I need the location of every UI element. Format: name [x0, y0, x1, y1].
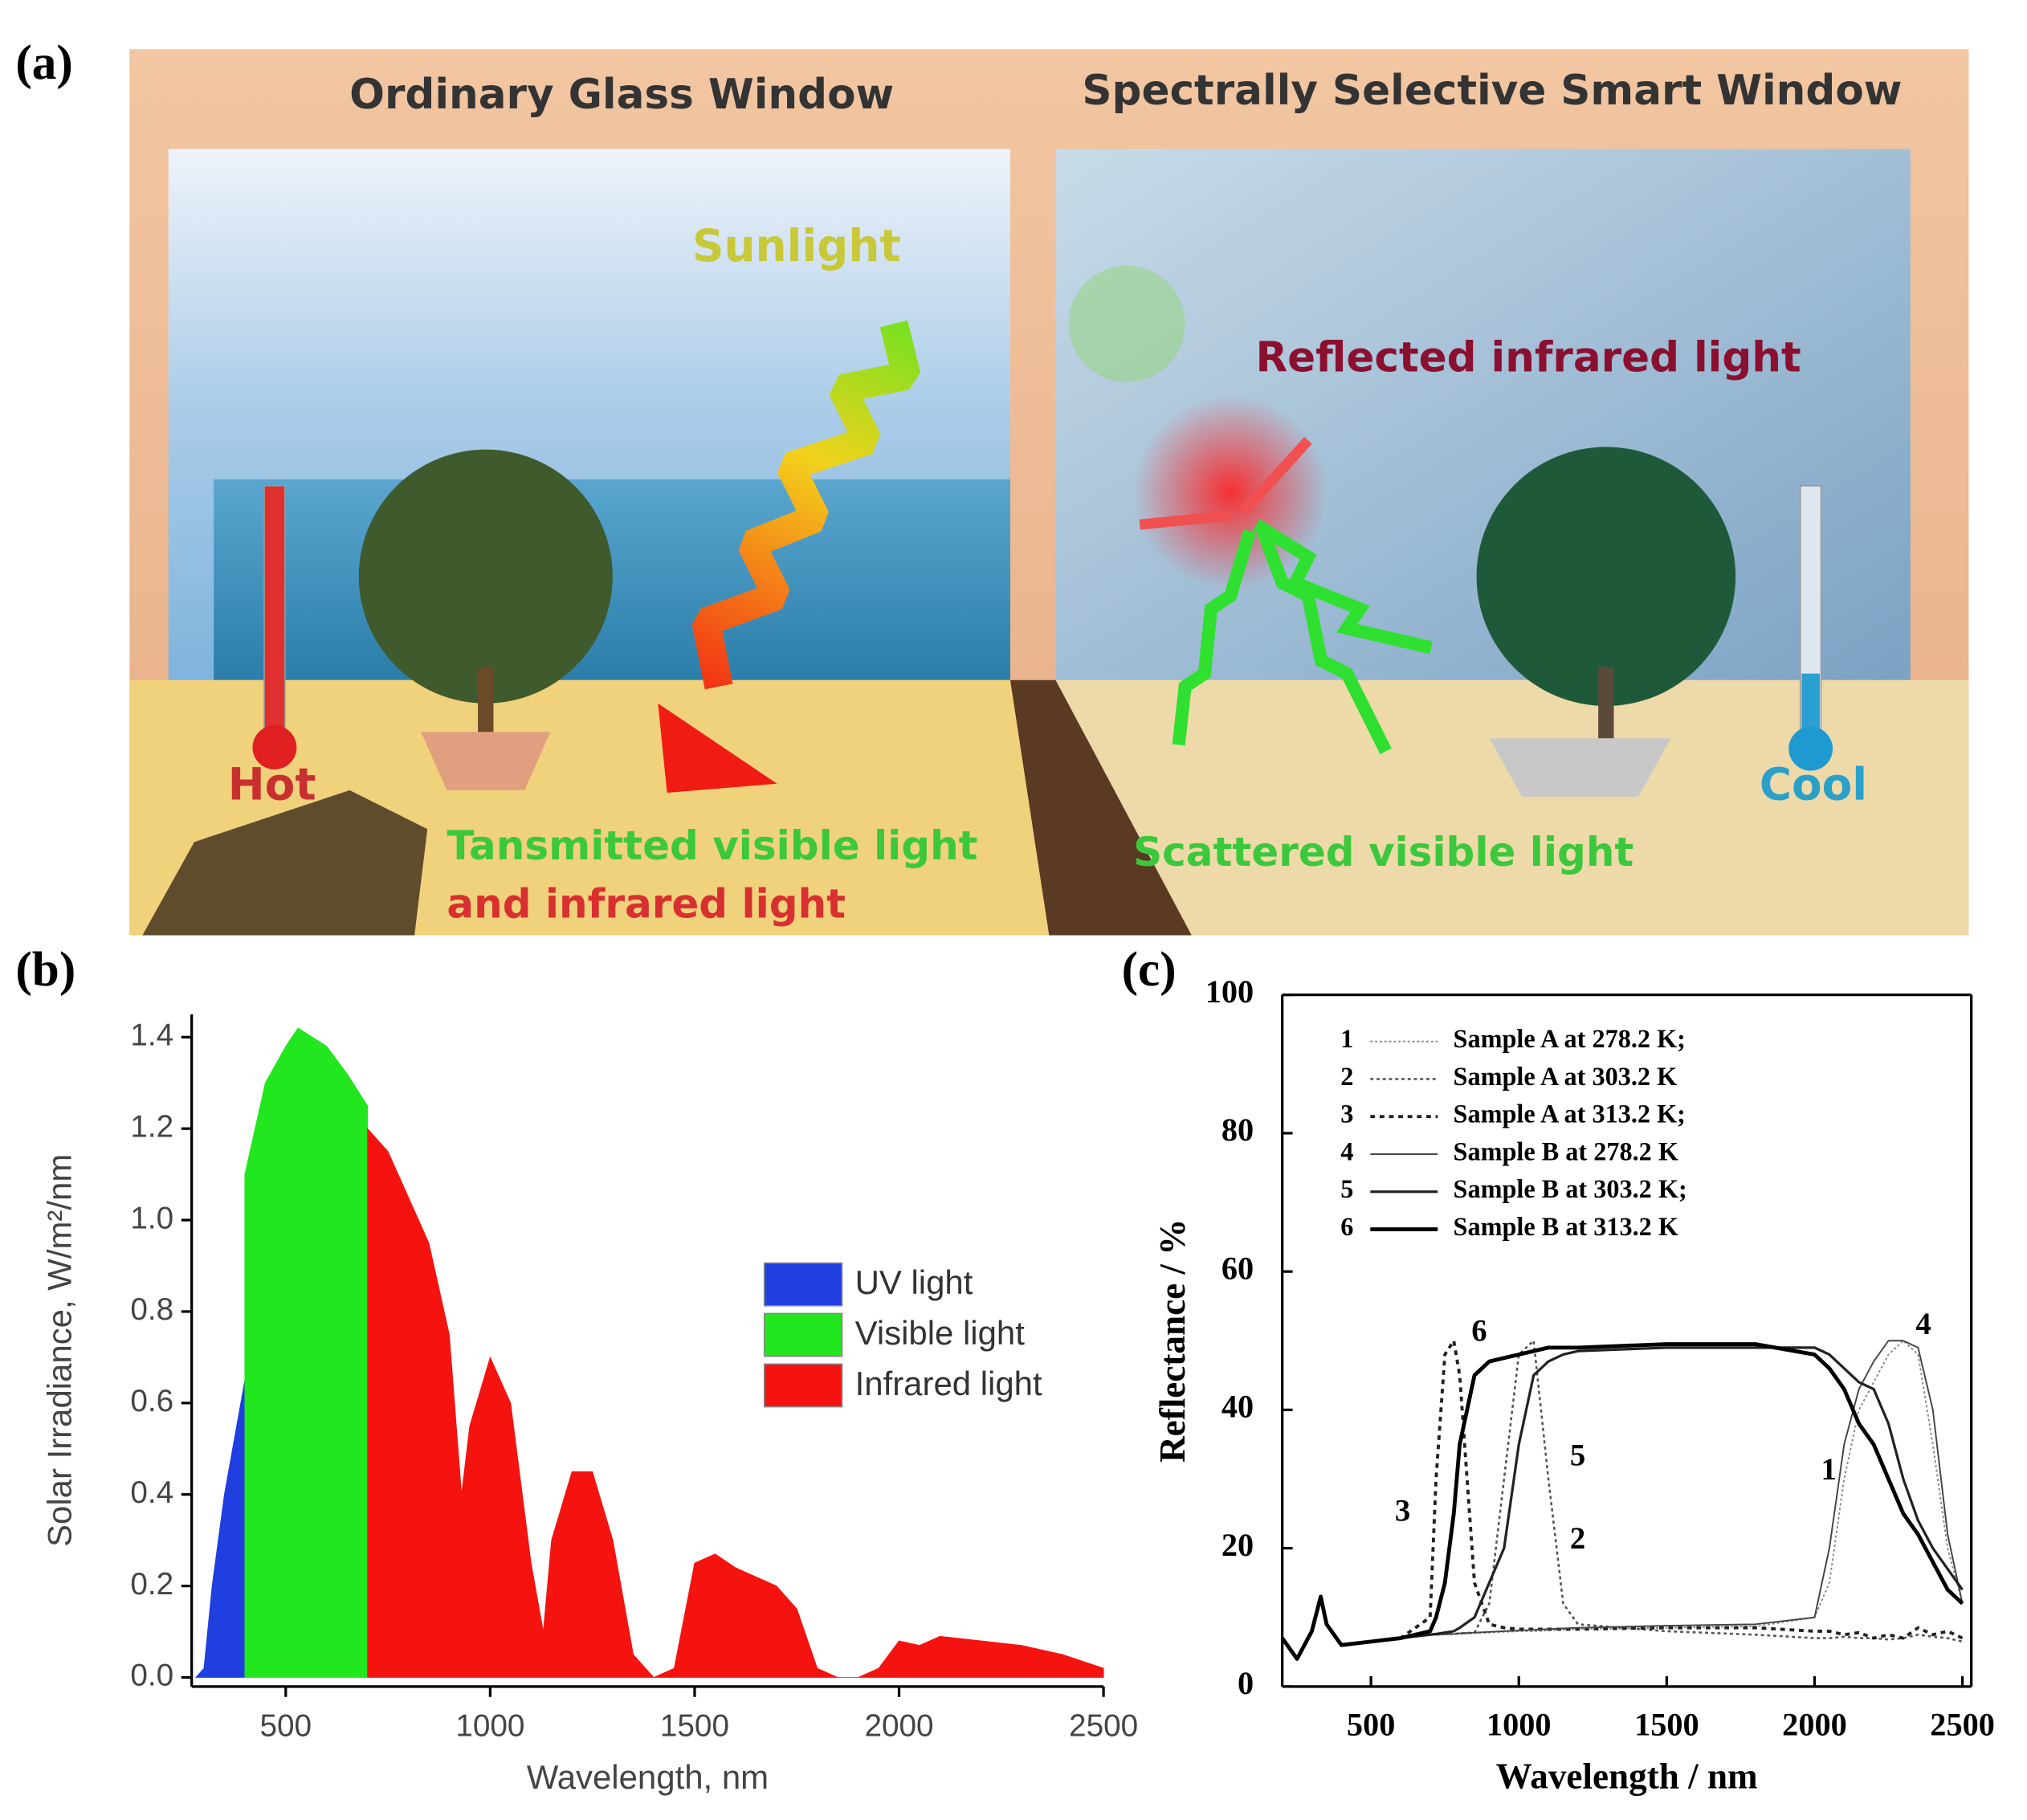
transmitted-label: and infrared light — [447, 880, 846, 927]
x-tick-label: 500 — [1347, 1707, 1395, 1743]
y-tick-label: 0.4 — [130, 1475, 173, 1510]
curve-label: 3 — [1395, 1494, 1410, 1528]
legend-number: 3 — [1340, 1100, 1353, 1128]
x-tick-label: 2000 — [1782, 1707, 1847, 1743]
panel-label: (b) — [15, 942, 75, 997]
x-tick-label: 500 — [260, 1709, 312, 1744]
y-tick-label: 0 — [1238, 1665, 1254, 1701]
y-axis-label: Reflectance / % — [1152, 1219, 1193, 1463]
legend-swatch — [763, 1312, 843, 1357]
scattered-label: Scattered visible light — [1133, 829, 1633, 875]
legend-number: 4 — [1340, 1136, 1353, 1165]
tree — [1476, 447, 1736, 706]
curve-label: 1 — [1821, 1453, 1836, 1487]
legend-swatch — [763, 1262, 843, 1307]
y-tick-label: 0.6 — [130, 1384, 173, 1418]
x-axis-label: Wavelength, nm — [527, 1758, 769, 1796]
y-tick-label: 1.4 — [130, 1018, 173, 1053]
legend-label: Visible light — [855, 1314, 1026, 1352]
light-glow — [1068, 265, 1185, 382]
curve-label: 6 — [1471, 1315, 1487, 1349]
line — [1281, 1340, 1964, 1660]
legend-number: 1 — [1340, 1024, 1353, 1053]
y-tick-label: 20 — [1222, 1527, 1254, 1563]
area — [244, 1027, 369, 1678]
legend-label: Sample B at 278.2 K — [1454, 1136, 1678, 1165]
right-title: Spectrally Selective Smart Window — [1082, 67, 1902, 115]
arrow-head — [658, 703, 777, 794]
y-tick-label: 1.2 — [130, 1109, 173, 1144]
y-tick-label: 0.2 — [130, 1567, 173, 1602]
area — [367, 1128, 1104, 1678]
y-tick-label: 100 — [1205, 973, 1254, 1010]
line — [1281, 1340, 1964, 1660]
scatter-arrow — [1172, 528, 1257, 746]
sunlight-label: Sunlight — [692, 220, 901, 271]
trunk — [478, 667, 494, 732]
y-tick-label: 40 — [1222, 1389, 1254, 1425]
legend-label: Sample B at 313.2 K — [1454, 1212, 1678, 1241]
y-tick-label: 0.0 — [130, 1659, 173, 1693]
legend-label: Infrared light — [855, 1365, 1042, 1402]
sunlight-arrow — [691, 320, 921, 690]
right-floor — [1055, 679, 1969, 936]
panel-label: (c) — [1122, 942, 1177, 997]
ir-arrow — [1239, 437, 1312, 516]
legend-number: 2 — [1340, 1062, 1353, 1091]
left-title: Ordinary Glass Window — [349, 71, 894, 119]
thermometer-bulb — [252, 725, 297, 770]
cool-label: Cool — [1760, 759, 1867, 810]
x-axis-label: Wavelength / nm — [1496, 1756, 1758, 1796]
thermometer-bulb — [1788, 726, 1833, 771]
curve-label: 4 — [1915, 1308, 1931, 1341]
x-tick-label: 1000 — [455, 1709, 524, 1744]
legend-number: 5 — [1340, 1174, 1353, 1203]
line — [1280, 1342, 1964, 1661]
line — [1281, 1339, 1964, 1661]
curve-label: 2 — [1570, 1522, 1585, 1556]
pot — [1489, 738, 1671, 797]
chart: 0 20 40 60 80 100 500 1000 1500 2000 2500 Wavelengt… — [1152, 973, 1995, 1796]
thermometer-hot — [263, 485, 286, 746]
y-tick-label: 1.0 — [130, 1201, 173, 1235]
y-tick-label: 60 — [1222, 1250, 1254, 1286]
y-axis-label: Solar Irradiance, W/m²/nm — [40, 1154, 78, 1547]
ir-arrow — [1139, 510, 1231, 530]
area — [194, 1380, 246, 1678]
x-tick-label: 1000 — [1487, 1707, 1552, 1743]
legend-label: Sample B at 303.2 K; — [1454, 1174, 1687, 1203]
chart: 0.0 0.2 0.4 0.6 0.8 1.0 1.2 1.4 500 1000 1500 2000 2… — [40, 1014, 1138, 1796]
x-tick-label: 2500 — [1930, 1707, 1995, 1743]
x-tick-label: 1500 — [660, 1709, 729, 1744]
curve-label: 5 — [1570, 1439, 1585, 1473]
reflected-label: Reflected infrared light — [1255, 333, 1801, 382]
panel-label: (a) — [15, 35, 72, 90]
legend-label: UV light — [855, 1263, 973, 1301]
trunk — [1598, 667, 1614, 739]
legend-label: Sample A at 303.2 K — [1454, 1062, 1678, 1091]
illustration: Ordinary Glass Window Spectrally Selecti… — [129, 49, 1969, 936]
transmitted-label: Tansmitted visible light — [447, 822, 977, 869]
line — [1281, 1346, 1964, 1661]
x-tick-label: 2000 — [864, 1709, 933, 1744]
hot-label: Hot — [228, 759, 316, 810]
shadow — [142, 790, 428, 936]
legend-label: Sample A at 313.2 K; — [1454, 1100, 1686, 1128]
ir-glow — [1133, 394, 1328, 590]
y-tick-label: 0.8 — [130, 1292, 173, 1327]
scatter-arrow — [1253, 519, 1433, 655]
scatter-arrow — [1256, 528, 1392, 755]
line — [1281, 1339, 1963, 1660]
x-tick-label: 1500 — [1634, 1707, 1699, 1743]
legend-swatch — [763, 1363, 843, 1408]
divider — [1009, 679, 1192, 936]
x-tick-label: 2500 — [1069, 1709, 1138, 1744]
legend-number: 6 — [1340, 1212, 1353, 1241]
y-tick-label: 80 — [1222, 1112, 1254, 1148]
tree — [358, 449, 613, 704]
pot — [421, 732, 551, 790]
legend-label: Sample A at 278.2 K; — [1454, 1024, 1686, 1053]
